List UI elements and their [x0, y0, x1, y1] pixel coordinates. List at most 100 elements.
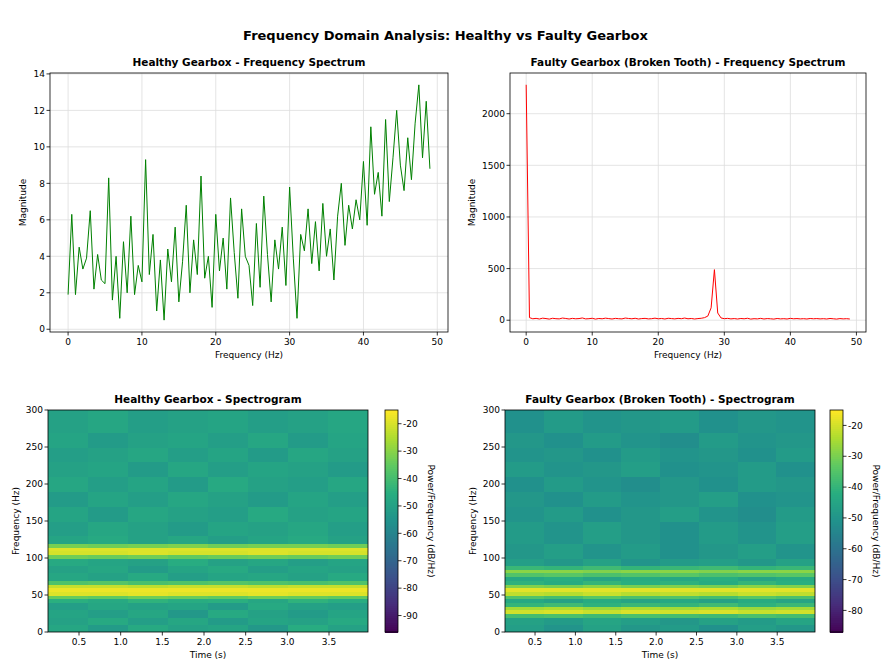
y-tick-label: 14: [34, 69, 46, 79]
colorbar-tick-label: -50: [403, 501, 418, 511]
heat-cell: [583, 584, 622, 588]
heat-cell: [248, 547, 289, 551]
heat-cell: [738, 606, 777, 610]
colorbar-tick: [843, 610, 847, 611]
heat-cell: [776, 462, 815, 477]
x-axis-title: Frequency (Hz): [654, 350, 722, 360]
heat-cell: [699, 565, 738, 569]
heat-cell: [48, 521, 89, 536]
heat-cell: [738, 595, 777, 599]
heat-cell: [328, 588, 368, 592]
heat-cell: [208, 491, 249, 506]
x-tick: [696, 632, 697, 636]
heat-cell: [128, 447, 169, 462]
heat-cell: [288, 543, 329, 547]
heat-cell: [699, 543, 738, 558]
heat-cell: [48, 432, 89, 447]
heat-cell: [128, 588, 169, 592]
y-tick-label: 100: [483, 553, 500, 563]
heat-cell: [738, 543, 777, 558]
heat-cell: [699, 591, 738, 595]
heat-cell: [660, 410, 699, 433]
heat-cell: [621, 602, 660, 606]
heat-cell: [621, 462, 660, 477]
y-tick: [45, 632, 49, 633]
colorbar-tick: [398, 478, 402, 479]
heat-cell: [505, 602, 544, 606]
y-tick-label: 2: [39, 288, 45, 298]
heat-cell: [660, 584, 699, 588]
heat-cell: [621, 617, 660, 625]
heat-cell: [660, 491, 699, 506]
heat-cell: [288, 625, 329, 632]
data-group: [48, 410, 368, 632]
heat-cell: [168, 625, 209, 632]
heat-cell: [208, 432, 249, 447]
colorbar-tick-label: -60: [848, 544, 863, 554]
heat-cell: [288, 477, 329, 492]
heat-cell: [208, 521, 249, 536]
x-tick: [724, 332, 725, 336]
heat-cell: [660, 625, 699, 632]
grid-line-y: [50, 292, 448, 293]
y-tick-label: 6: [39, 215, 45, 225]
heat-cell: [208, 536, 249, 544]
colorbar-title: Power/Frequency (dB/Hz): [426, 464, 436, 577]
heat-cell: [660, 565, 699, 569]
grid-line-y: [510, 216, 866, 217]
heat-cell: [583, 573, 622, 577]
heat-cell: [288, 595, 329, 599]
heat-cell: [248, 580, 289, 584]
heat-cell: [48, 602, 89, 610]
heat-cell: [583, 506, 622, 521]
heat-cell: [48, 477, 89, 492]
x-tick-label: 3.5: [770, 637, 784, 647]
heat-cell: [583, 610, 622, 614]
heat-cell: [738, 410, 777, 433]
heat-cell: [544, 543, 583, 558]
heat-cell: [48, 595, 89, 599]
x-tick: [363, 332, 364, 336]
heat-cell: [544, 577, 583, 581]
heat-cell: [288, 558, 329, 566]
panel-title: Faulty Gearbox (Broken Tooth) - Frequenc…: [531, 56, 846, 68]
heat-cell: [505, 625, 544, 632]
x-tick: [215, 332, 216, 336]
heat-cell: [776, 606, 815, 610]
heat-cell: [738, 447, 777, 462]
heat-cell: [505, 543, 544, 558]
y-tick: [502, 558, 506, 559]
heat-cell: [699, 617, 738, 625]
colorbar-tick-label: -70: [848, 575, 863, 585]
heat-cell: [699, 569, 738, 573]
heat-cell: [505, 617, 544, 625]
grid-line-y: [510, 268, 866, 269]
heat-cell: [208, 599, 249, 603]
heat-cell: [208, 554, 249, 558]
panel-title: Healthy Gearbox - Spectrogram: [114, 393, 301, 405]
heat-cell: [88, 554, 129, 558]
heat-cell: [328, 625, 368, 632]
heat-cell: [168, 432, 209, 447]
y-tick: [507, 113, 511, 114]
heat-cell: [88, 580, 129, 584]
y-tick-label: 300: [26, 405, 43, 415]
heat-cell: [621, 577, 660, 581]
heat-cell: [776, 591, 815, 595]
heat-cell: [168, 554, 209, 558]
y-tick: [507, 165, 511, 166]
colorbar-tick: [398, 505, 402, 506]
heat-cell: [328, 477, 368, 492]
heat-cell: [776, 584, 815, 588]
y-tick-label: 0: [499, 315, 505, 325]
heat-cell: [328, 491, 368, 506]
heat-cell: [88, 595, 129, 599]
heat-cell: [583, 432, 622, 447]
heat-cell: [621, 569, 660, 573]
y-tick: [45, 595, 49, 596]
y-tick: [502, 447, 506, 448]
heat-cell: [328, 558, 368, 566]
colorbar-tick: [843, 425, 847, 426]
heat-cell: [660, 614, 699, 618]
heat-cell: [738, 584, 777, 588]
